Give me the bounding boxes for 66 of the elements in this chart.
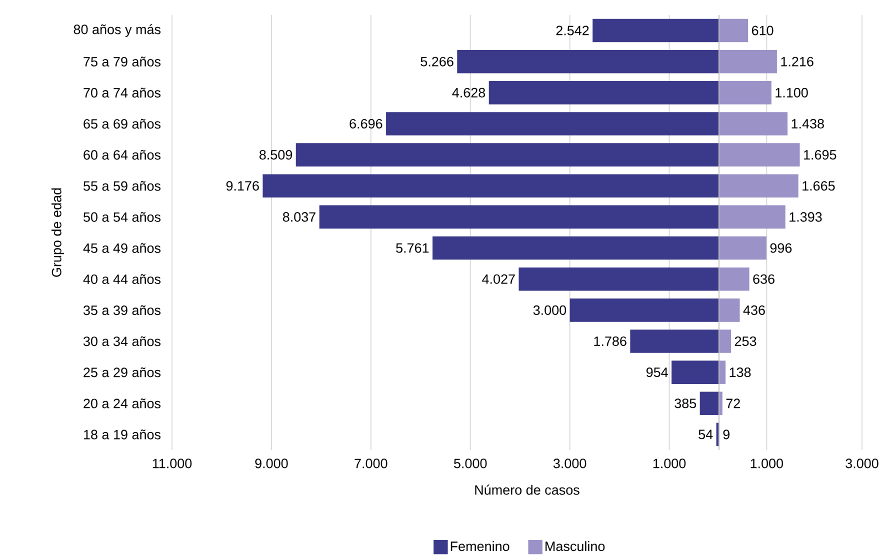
x-tick-label: 1.000 xyxy=(750,458,784,468)
legend-label: Femenino xyxy=(450,541,510,552)
data-label: 9.176 xyxy=(226,181,259,191)
x-tick-label: 3.000 xyxy=(553,458,586,468)
data-label: 6.696 xyxy=(350,118,382,129)
data-label: 610 xyxy=(752,26,774,36)
data-label: 1.100 xyxy=(776,88,808,98)
data-label: 138 xyxy=(730,368,751,378)
bar xyxy=(718,81,772,104)
bar xyxy=(718,143,800,166)
x-tick-label: 9.000 xyxy=(255,458,288,468)
bar xyxy=(718,18,748,42)
y-tick-label: 45 a 49 años xyxy=(83,243,161,253)
data-label: 636 xyxy=(753,274,774,284)
bar xyxy=(718,236,766,260)
data-label: 1.393 xyxy=(790,212,822,222)
data-label: 4.628 xyxy=(452,88,486,98)
y-tick-label: 35 a 39 años xyxy=(83,305,161,316)
data-label: 8.037 xyxy=(282,212,316,222)
y-tick-label: 75 a 79 años xyxy=(84,56,161,66)
bar xyxy=(718,112,788,136)
bar xyxy=(718,50,777,74)
data-label: 253 xyxy=(734,336,756,346)
x-axis-title: Número de casos xyxy=(475,484,580,495)
x-tick-label: 1.000 xyxy=(653,458,686,468)
y-tick-label: 55 a 59 años xyxy=(84,180,161,191)
data-label: 54 xyxy=(698,430,713,440)
data-label: 9 xyxy=(723,430,730,440)
data-label: 4.027 xyxy=(482,274,515,284)
x-tick-label: 7.000 xyxy=(354,458,388,468)
x-tick-label: 5.000 xyxy=(454,458,487,468)
bar xyxy=(718,205,786,229)
legend-label: Masculino xyxy=(546,541,605,552)
y-tick-label: 25 a 29 años xyxy=(84,367,161,378)
bar xyxy=(718,360,726,384)
data-label: 1.786 xyxy=(594,336,626,346)
bar xyxy=(718,330,732,353)
y-tick-label: 65 a 69 años xyxy=(84,118,161,129)
bar xyxy=(718,267,750,291)
bar xyxy=(718,174,798,198)
y-tick-label: 80 años y más xyxy=(74,24,161,37)
y-tick-label: 60 a 64 años xyxy=(84,150,161,160)
data-label: 385 xyxy=(674,398,696,408)
data-label: 8.509 xyxy=(259,150,292,160)
y-tick-label: 18 a 19 años xyxy=(84,430,161,440)
data-label: 5.761 xyxy=(396,243,429,253)
x-tick-label: 3.000 xyxy=(846,458,878,468)
y-tick-label: 40 a 44 años xyxy=(83,274,161,284)
y-tick-label: 20 a 24 años xyxy=(84,398,161,408)
data-label: 996 xyxy=(770,243,792,253)
bar xyxy=(718,298,740,322)
data-label: 1.665 xyxy=(802,181,835,191)
data-label: 436 xyxy=(743,305,765,315)
data-label: 5.266 xyxy=(420,56,454,66)
data-label: 1.438 xyxy=(792,118,824,129)
data-label: 1.695 xyxy=(804,150,836,160)
y-tick-label: 30 a 34 años xyxy=(83,336,161,346)
data-label: 2.542 xyxy=(556,26,589,36)
y-tick-label: 70 a 74 años xyxy=(84,88,161,98)
y-tick-label: 50 a 54 años xyxy=(84,212,161,222)
y-axis-title: Grupo de edad xyxy=(51,188,64,277)
x-tick-label: 11.000 xyxy=(152,458,192,468)
data-label: 1.216 xyxy=(781,56,814,66)
data-label: 954 xyxy=(646,368,668,378)
data-label: 72 xyxy=(726,398,740,408)
data-label: 3.000 xyxy=(533,305,566,315)
